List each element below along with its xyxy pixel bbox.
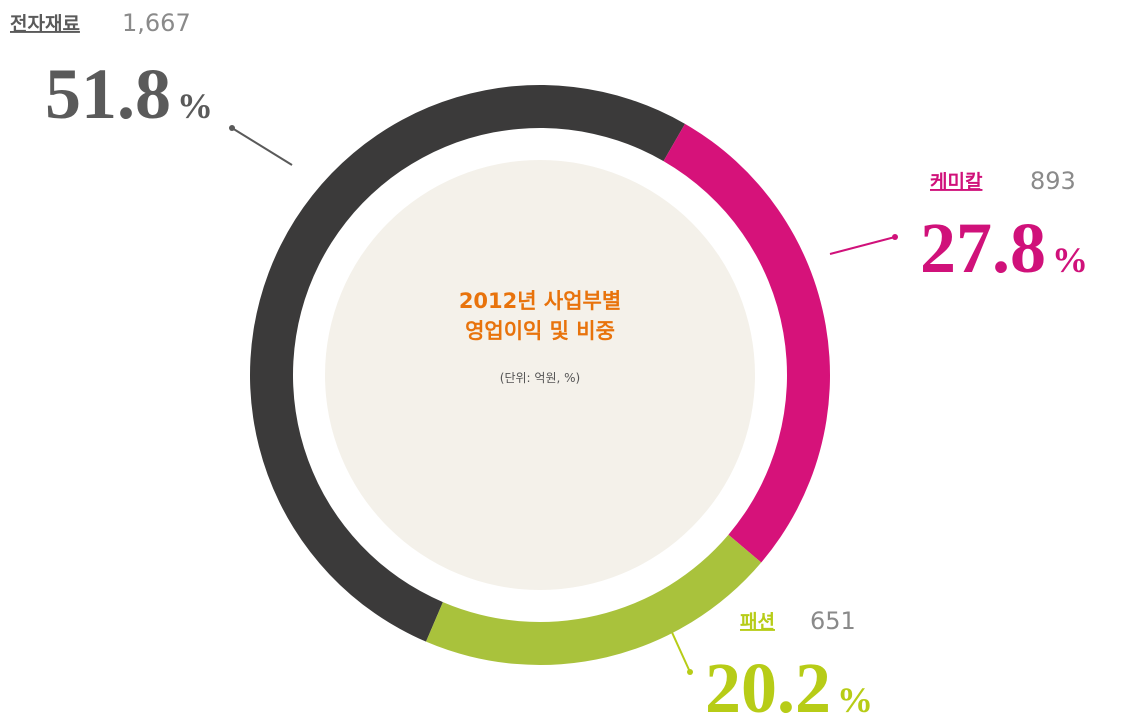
leader-dot (229, 125, 235, 131)
chart-subtitle: (단위: 억원, %) (500, 371, 580, 385)
category-label: 전자재료 (10, 13, 80, 35)
leader-dot (892, 234, 898, 240)
share-unit: % (1052, 240, 1088, 280)
share-unit: % (177, 86, 213, 126)
value-label: 893 (1030, 167, 1076, 195)
center-disc (325, 160, 755, 590)
leader-line (829, 236, 896, 255)
chart-title: 2012년 사업부별 (459, 289, 621, 313)
value-label: 651 (810, 607, 856, 635)
share-label: 51.8% (45, 54, 213, 134)
donut-slice (663, 123, 830, 563)
leader-line (231, 127, 293, 166)
chart-title: 영업이익 및 비중 (465, 319, 615, 343)
category-label: 패션 (740, 611, 775, 633)
donut-slice (426, 534, 762, 665)
share-label: 27.8% (920, 208, 1088, 288)
value-label: 1,667 (122, 9, 191, 37)
share-value: 20.2 (705, 648, 831, 719)
share-value: 51.8 (45, 54, 171, 134)
donut-slice (250, 85, 685, 642)
share-value: 27.8 (920, 208, 1046, 288)
share-label: 20.2% (705, 648, 873, 719)
category-label: 케미칼 (930, 171, 983, 193)
leader-dot (687, 669, 693, 675)
share-unit: % (837, 680, 873, 719)
